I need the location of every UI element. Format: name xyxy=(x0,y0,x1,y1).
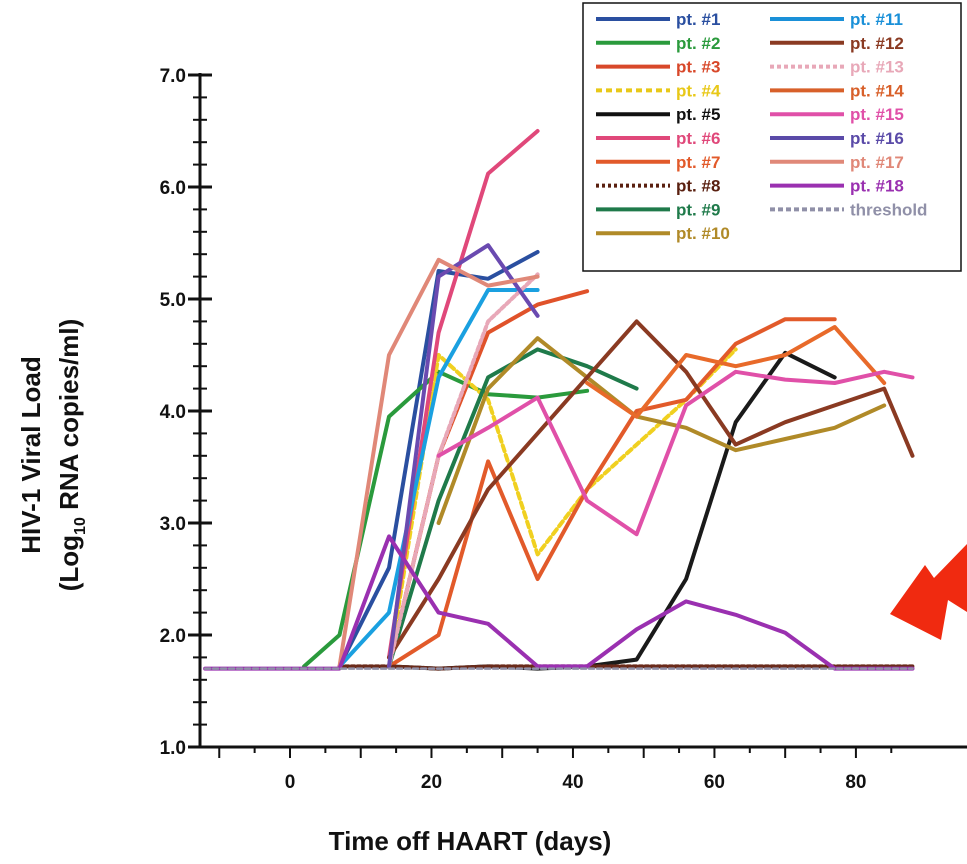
series-line-pt-11 xyxy=(337,288,540,669)
legend-label: pt. #15 xyxy=(850,105,904,124)
legend-label: pt. #13 xyxy=(850,58,904,77)
series-line-pt-17 xyxy=(337,257,540,669)
x-tick-label: 60 xyxy=(704,772,725,793)
y-tick-label: 1.0 xyxy=(160,738,186,759)
legend-label: pt. #12 xyxy=(850,34,904,53)
legend-label: threshold xyxy=(850,200,927,219)
x-axis-title: Time off HAART (days) xyxy=(329,826,612,856)
axes: 1.0 2.0 3.0 4.0 5.0 6.0 7.0 0 20 40 60 80 xyxy=(160,66,967,793)
series-line-pt-4 xyxy=(387,347,738,669)
legend-label: pt. #10 xyxy=(676,224,730,243)
legend-label: pt. #16 xyxy=(850,129,904,148)
legend-label: pt. #9 xyxy=(676,200,720,219)
legend: pt. #1 pt. #2 pt. #3 pt. #4 pt. #5 pt. #6 pt. … xyxy=(582,2,962,272)
series-line-pt-7 xyxy=(387,317,837,669)
red-arrow-annotation xyxy=(890,544,967,640)
y-tick-label: 6.0 xyxy=(160,178,186,199)
series-line-pt-10 xyxy=(436,336,887,525)
arrow-shape xyxy=(890,544,967,640)
x-tick-label: 20 xyxy=(421,772,442,793)
legend-label: pt. #18 xyxy=(850,177,904,196)
legend-label: pt. #6 xyxy=(676,129,720,148)
legend-label: pt. #4 xyxy=(676,81,721,100)
series-line-pt-14 xyxy=(585,325,887,419)
legend-label: pt. #5 xyxy=(676,105,720,124)
y-tick-label: 2.0 xyxy=(160,626,186,647)
y-axis-title-subscript: 10 xyxy=(72,517,89,535)
legend-label: pt. #11 xyxy=(850,10,903,29)
legend-label: pt. #14 xyxy=(850,81,904,100)
y-axis-title-prefix: (Log xyxy=(54,535,84,591)
x-tick-label: 80 xyxy=(845,772,866,793)
y-tick-label: 5.0 xyxy=(160,290,186,311)
y-tick-label: 3.0 xyxy=(160,514,186,535)
legend-label: pt. #3 xyxy=(676,58,720,77)
series-line-pt-13 xyxy=(387,272,540,669)
x-tick-label: 40 xyxy=(562,772,583,793)
y-axis-title-line2: (Log10 RNA copies/ml) xyxy=(54,319,89,592)
x-tick-label: 0 xyxy=(285,772,296,793)
legend-label: pt. #17 xyxy=(850,153,904,172)
legend-label: pt. #2 xyxy=(676,34,720,53)
series-line-pt-18 xyxy=(203,534,915,671)
legend-label: pt. #7 xyxy=(676,153,720,172)
legend-label: pt. #1 xyxy=(676,10,720,29)
series-line-pt-15 xyxy=(436,369,915,537)
y-tick-label: 7.0 xyxy=(160,66,186,87)
series-line-pt-12 xyxy=(387,319,915,660)
y-axis-title: HIV-1 Viral Load (Log10 RNA copies/ml) xyxy=(16,319,89,592)
y-axis-title-suffix: RNA copies/ml) xyxy=(54,319,84,517)
series-lines xyxy=(203,129,915,671)
legend-label: pt. #8 xyxy=(676,177,720,196)
y-axis-title-line1: HIV-1 Viral Load xyxy=(16,356,46,553)
y-tick-label: 4.0 xyxy=(160,402,186,423)
